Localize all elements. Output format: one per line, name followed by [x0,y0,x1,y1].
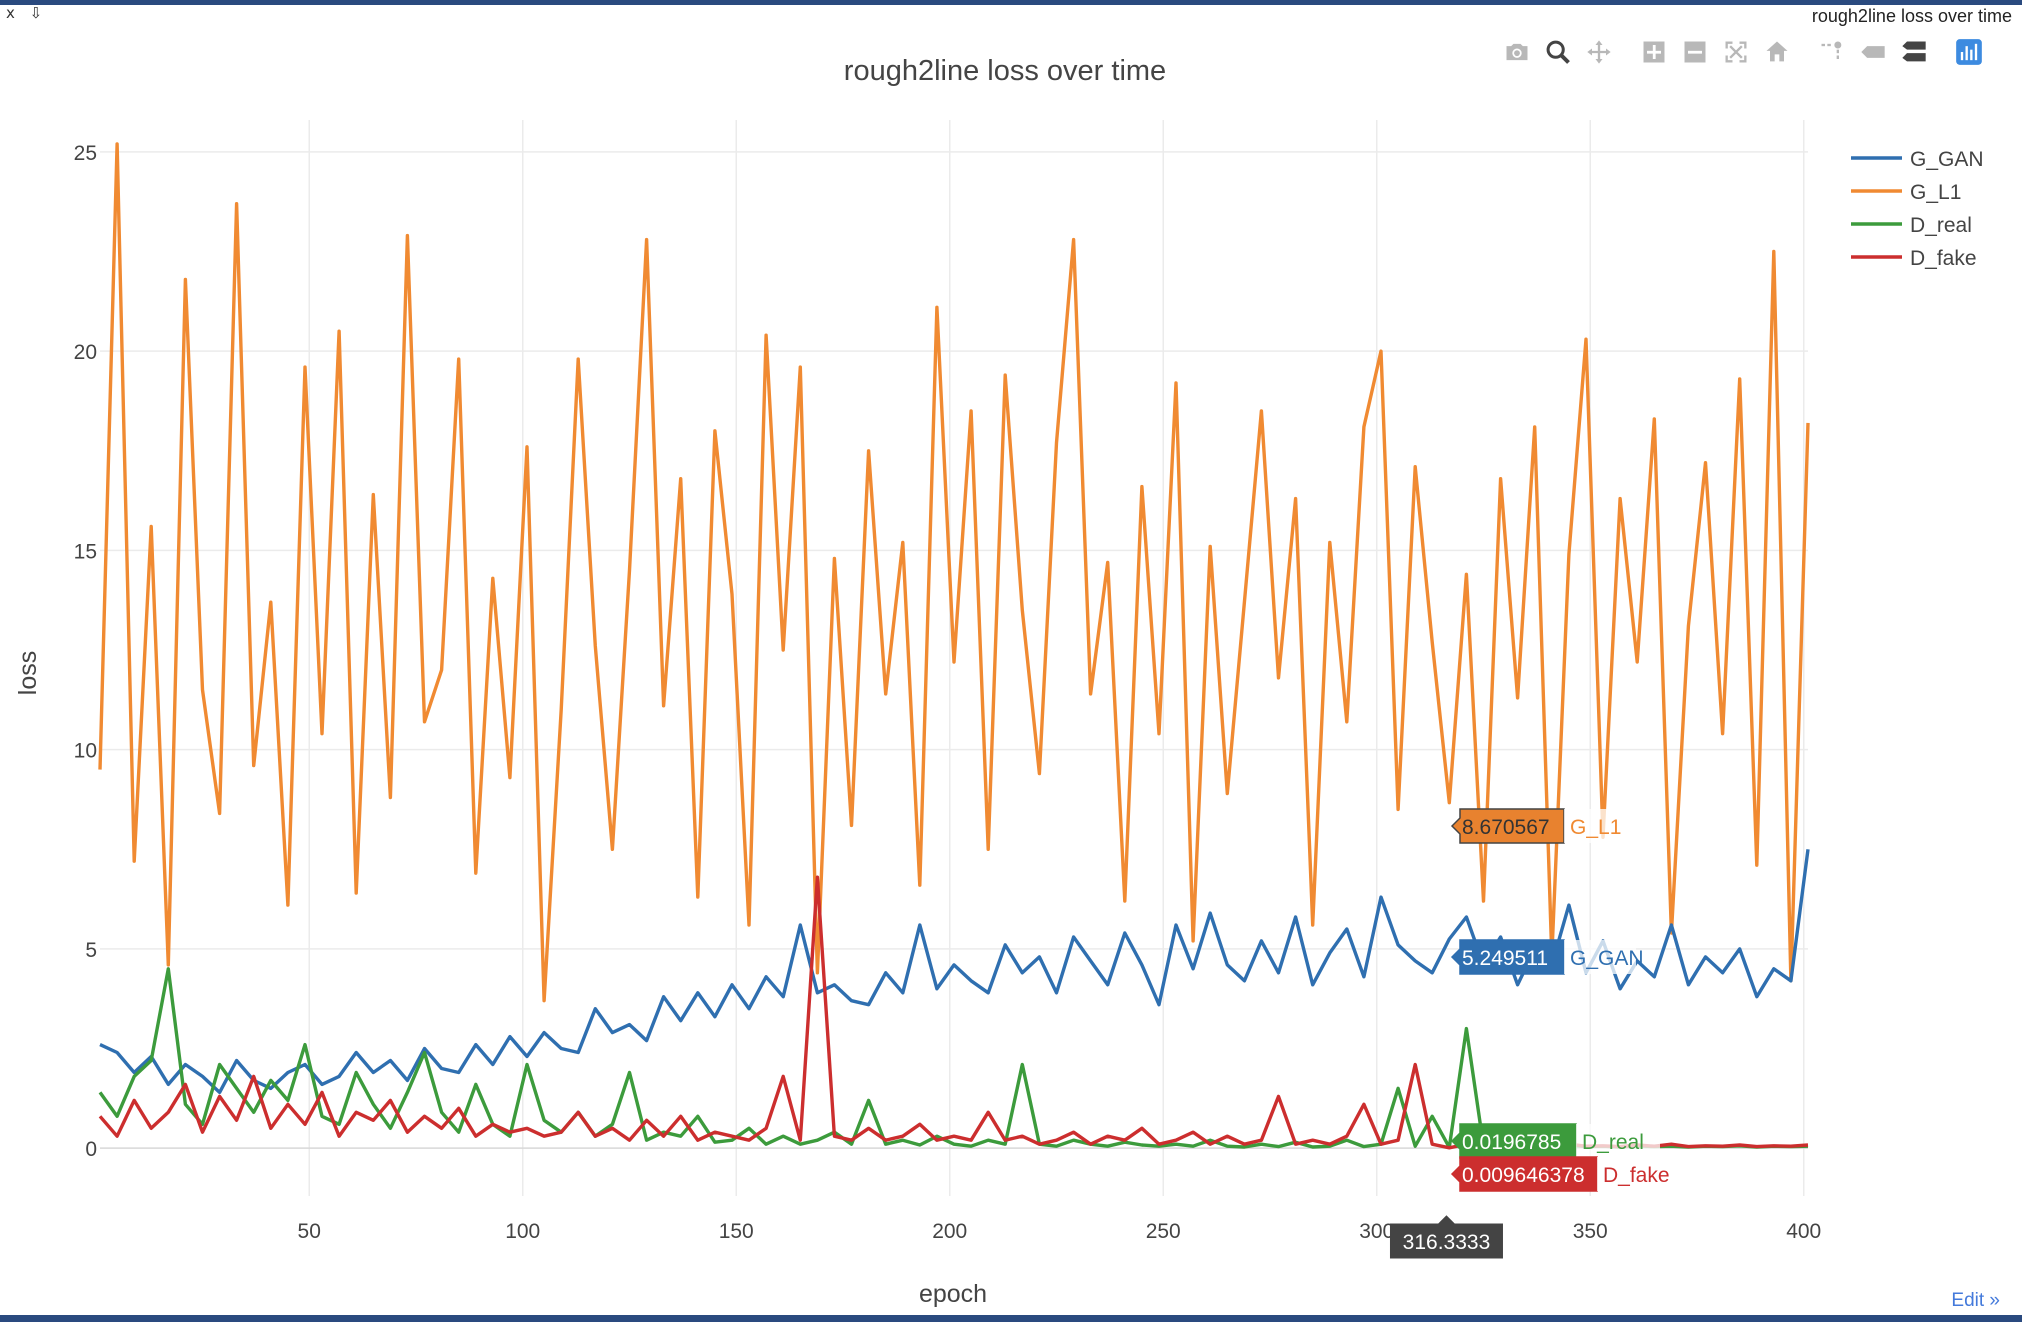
x-tick-labels: 50 100 150 200 250 300 350 400 [298,1220,1822,1243]
legend-label[interactable]: D_real [1910,214,1972,237]
hover-closest-icon[interactable] [1856,35,1890,69]
legend: G_GAN G_L1 D_real D_fake [1851,148,1984,270]
hover-value: 0.009646378 [1462,1164,1585,1187]
hover-x-label: 316.3333 [1389,1215,1503,1259]
hover-name-bg [1597,1157,1681,1191]
hover-name: D_fake [1603,1164,1670,1187]
series-line-g-l1[interactable] [98,142,1810,1003]
hover-name: D_real [1582,1131,1644,1154]
pan-icon[interactable] [1582,35,1616,69]
plotly-logo-icon[interactable] [1952,35,1986,69]
x-tick-label: 200 [932,1220,967,1243]
traces [98,142,1810,1150]
spike-lines-icon[interactable] [1815,35,1849,69]
chart-title: rough2line loss over time [844,55,1166,87]
hover-name: G_GAN [1570,947,1644,970]
hover-name-bg [1564,809,1624,843]
y-tick-label: 20 [74,341,97,364]
zoom-out-icon[interactable] [1678,35,1712,69]
x-tick-label: 400 [1786,1220,1821,1243]
modebar [1500,34,1993,70]
y-tick-label: 0 [85,1138,97,1161]
hover-name-bg [1564,940,1636,974]
window-controls: x ⇩ [6,4,52,22]
y-axis-label: loss [14,651,42,695]
hover-label-d-fake: 0.009646378 D_fake [1450,1156,1681,1192]
hover-value: 0.0196785 [1462,1131,1561,1154]
x-tick-label: 300 [1359,1220,1394,1243]
close-icon[interactable]: x [6,4,15,22]
edit-link[interactable]: Edit » [1951,1290,2000,1311]
home-icon[interactable] [1760,35,1794,69]
autoscale-icon[interactable] [1719,35,1753,69]
hover-name: G_L1 [1570,816,1621,839]
grid [100,120,1808,1196]
x-tick-label: 100 [505,1220,540,1243]
window-title: rough2line loss over time [1811,6,2012,26]
download-icon[interactable]: ⇩ [29,4,43,22]
x-tick-label: 150 [719,1220,754,1243]
hover-name-bg [1576,1124,1660,1158]
camera-icon[interactable] [1500,35,1534,69]
hover-compare-icon[interactable] [1897,35,1931,69]
legend-label[interactable]: G_L1 [1910,181,1961,204]
legend-label[interactable]: G_GAN [1910,148,1984,171]
hover-x-value: 316.3333 [1403,1231,1491,1254]
y-tick-label: 25 [74,142,97,165]
x-tick-label: 50 [298,1220,321,1243]
zoom-in-icon[interactable] [1637,35,1671,69]
hover-label-g-gan: 5.249511 G_GAN [1450,939,1644,975]
x-tick-label: 350 [1573,1220,1608,1243]
hover-labels: 8.670567 G_L1 5.249511 G_GAN 0.0196785 D_real… [1389,808,1681,1259]
hover-value: 5.249511 [1462,947,1548,970]
y-tick-label: 10 [74,740,97,763]
x-axis-label: epoch [919,1280,987,1308]
zoom-icon[interactable] [1541,35,1575,69]
x-tick-label: 250 [1146,1220,1181,1243]
y-tick-labels: 0 5 10 15 20 25 [74,142,97,1161]
y-tick-label: 5 [85,939,97,962]
hover-x-box [1389,1215,1503,1259]
hover-label-d-real: 0.0196785 D_real [1450,1123,1660,1159]
series-line-d-real[interactable] [98,967,1809,1150]
hover-label-g-l1: 8.670567 G_L1 [1450,808,1624,844]
y-tick-label: 15 [74,540,97,563]
legend-label[interactable]: D_fake [1910,247,1977,270]
hover-value: 8.670567 [1462,816,1550,839]
